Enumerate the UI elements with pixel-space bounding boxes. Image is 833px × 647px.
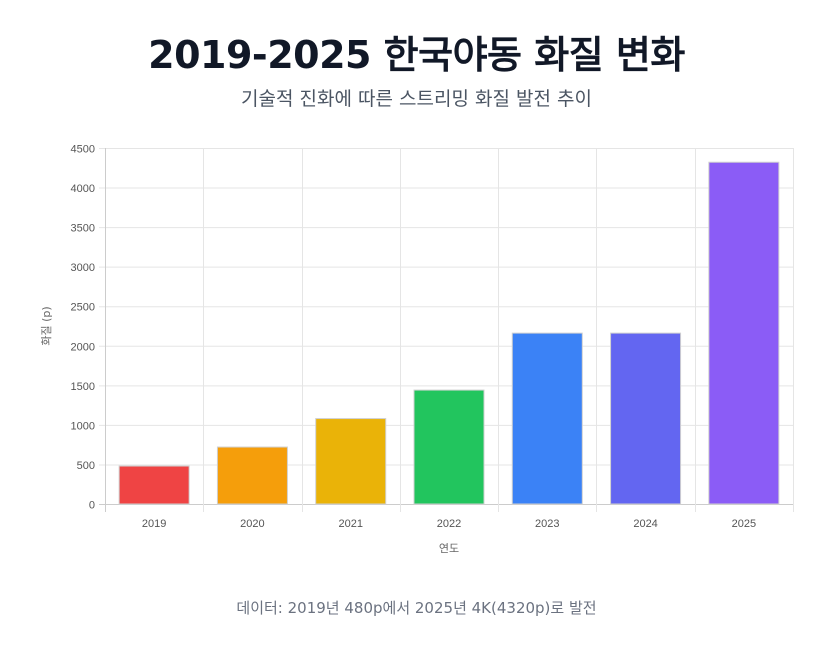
y-tick-label: 3500 (71, 223, 95, 235)
x-tick-label: 2019 (142, 518, 166, 530)
y-tick-label: 1000 (71, 420, 95, 432)
y-tick-label: 3000 (71, 262, 95, 274)
y-tick-label: 4000 (71, 183, 95, 195)
page-subtitle: 기술적 진화에 따른 스트리밍 화질 발전 추이 (241, 88, 592, 110)
bar-2022 (413, 389, 485, 505)
x-tick-label: 2021 (338, 518, 362, 530)
x-tick-label: 2022 (437, 518, 461, 530)
x-tick-label: 2023 (535, 518, 559, 530)
y-tick-label: 2500 (71, 302, 95, 314)
x-tick-label: 2024 (633, 518, 657, 530)
footer-note: 데이터: 2019년 480p에서 2025년 4K(4320p)로 발전 (236, 599, 597, 617)
bar-2025 (708, 161, 780, 505)
x-axis-label: 연도 (439, 542, 459, 555)
x-tick-label: 2025 (732, 518, 756, 530)
y-axis-label: 화질 (p) (40, 306, 53, 345)
y-tick-label: 0 (89, 500, 95, 512)
x-tick-label: 2020 (240, 518, 264, 530)
bar-2023 (511, 332, 583, 505)
bar-2019 (118, 465, 190, 505)
y-tick-label: 4500 (71, 144, 95, 156)
y-tick-label: 500 (77, 460, 95, 472)
bar-2020 (216, 446, 288, 505)
y-tick-label: 2000 (71, 341, 95, 353)
bar-2021 (315, 418, 387, 505)
page-title: 2019-2025 한국야동 화질 변화 (148, 33, 685, 77)
y-tick-label: 1500 (71, 381, 95, 393)
bar-2024 (610, 332, 682, 505)
